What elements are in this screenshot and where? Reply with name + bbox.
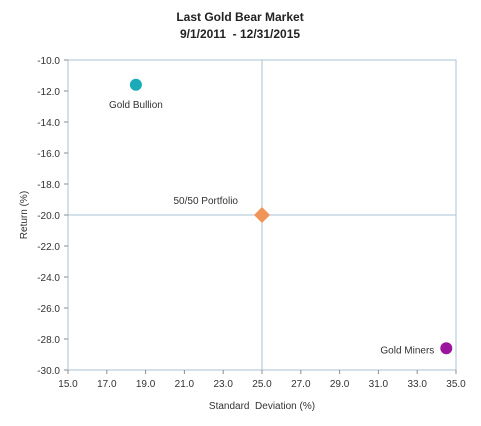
point-label-50-50-portfolio: 50/50 Portfolio: [174, 196, 239, 207]
x-tick-label: 15.0: [58, 379, 78, 390]
y-tick-label: -30.0: [37, 366, 60, 377]
x-tick-label: 23.0: [213, 379, 233, 390]
x-tick-label: 35.0: [446, 379, 466, 390]
y-tick-label: -16.0: [37, 149, 60, 160]
point-50-50-portfolio: [254, 207, 270, 223]
x-axis-label: Standard Deviation (%): [209, 401, 315, 412]
y-tick-label: -24.0: [37, 273, 60, 284]
x-tick-label: 27.0: [291, 379, 311, 390]
point-label-gold-bullion: Gold Bullion: [109, 100, 163, 111]
y-tick-label: -12.0: [37, 87, 60, 98]
point-gold-bullion: [129, 78, 142, 91]
x-tick-label: 25.0: [252, 379, 272, 390]
x-tick-label: 17.0: [97, 379, 117, 390]
chart-subtitle: 9/1/2011 - 12/31/2015: [180, 27, 300, 41]
y-tick-label: -28.0: [37, 335, 60, 346]
x-tick-label: 19.0: [136, 379, 156, 390]
y-tick-label: -10.0: [37, 56, 60, 67]
x-tick-label: 33.0: [407, 379, 427, 390]
point-gold-miners: [440, 342, 453, 355]
y-tick-label: -22.0: [37, 242, 60, 253]
y-axis-label: Return (%): [19, 191, 30, 239]
chart-title: Last Gold Bear Market: [176, 10, 303, 24]
y-tick-label: -26.0: [37, 304, 60, 315]
y-tick-label: -20.0: [37, 211, 60, 222]
y-tick-label: -14.0: [37, 118, 60, 129]
point-label-gold-miners: Gold Miners: [380, 345, 434, 356]
x-tick-label: 31.0: [369, 379, 389, 390]
x-tick-label: 29.0: [330, 379, 350, 390]
y-tick-label: -18.0: [37, 180, 60, 191]
x-tick-label: 21.0: [175, 379, 195, 390]
